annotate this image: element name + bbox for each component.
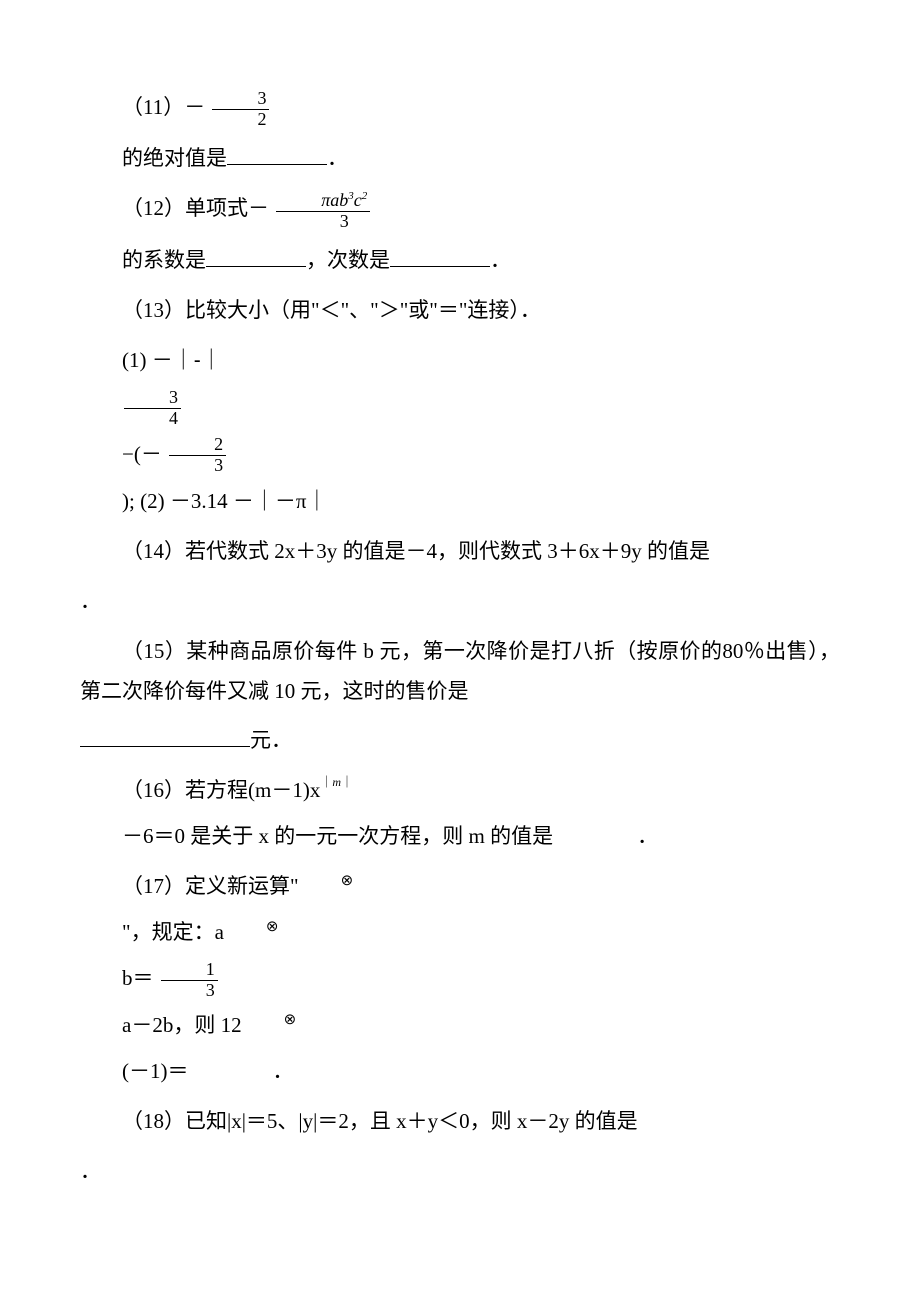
q13-frac1: 3 4 (124, 388, 181, 429)
q12-line1: （12）单项式－ πab3c2 3 (80, 189, 840, 231)
q13-l2: ); (2) －3.14 －｜－π｜ (80, 482, 840, 522)
q13-frac1-den: 4 (124, 409, 181, 429)
q15-text-b: 元． (250, 728, 292, 752)
q15-text-a: （15）某种商品原价每件 b 元，第一次降价是打八折（按原价的80％出售），第二… (80, 639, 840, 703)
q15-line2: 元． (80, 721, 840, 761)
q13-frac1-line: 3 4 (80, 387, 840, 428)
q13-l1a: (1) － (122, 348, 173, 372)
q13-mid: −(－ (122, 442, 162, 466)
q16-text-b: －6＝0 是关于 x 的一元一次方程，则 m 的值是 ． (122, 824, 658, 848)
q17-line1b: "，规定：a⊗ (80, 913, 840, 953)
q15-blank (80, 746, 250, 747)
q18-end: ． (80, 1152, 840, 1192)
q14-line: （14）若代数式 2x＋3y 的值是－4，则代数式 3＋6x＋9y 的值是 (80, 532, 840, 572)
q12-b: b (339, 190, 348, 210)
q12-pi: π (321, 190, 330, 210)
q17-line4-text: (－1)＝ ． (122, 1059, 294, 1083)
q16-m: m (332, 775, 341, 789)
q16-text-a: （16）若方程(m－1)x (122, 778, 320, 802)
q17-line4: (－1)＝ ． (80, 1052, 840, 1092)
q13-l1: (1) －｜-｜ (80, 341, 840, 381)
q11-prefix: （11）－ (122, 95, 205, 119)
q14-text: （14）若代数式 2x＋3y 的值是－4，则代数式 3＋6x＋9y 的值是 (122, 539, 710, 563)
q13-mid-line: −(－ 2 3 (80, 435, 840, 476)
q12-blank1 (206, 266, 306, 267)
q11-frac: 3 2 (212, 89, 269, 130)
q12-prefix: （12）单项式－ (122, 196, 269, 220)
q16-sup: ｜m｜ (320, 775, 353, 789)
q13-head: （13）比较大小（用"＜"、"＞"或"＝"连接）． (80, 291, 840, 331)
q12-mid: ，次数是 (306, 248, 390, 272)
q17-frac: 1 3 (161, 960, 218, 1001)
q12-frac: πab3c2 3 (276, 190, 370, 232)
q11-frac-den: 2 (212, 110, 269, 130)
q13-frac1-num: 3 (124, 388, 181, 409)
q17-line3: a－2b，则 12⊗ (80, 1006, 840, 1046)
q13-l2-text: ); (2) －3.14 －｜－π｜ (122, 489, 327, 513)
q12-frac-den: 3 (276, 212, 370, 232)
q15-line1: （15）某种商品原价每件 b 元，第一次降价是打八折（按原价的80％出售），第二… (80, 632, 840, 712)
q12-blank2 (390, 266, 490, 267)
q12-c: c (354, 190, 362, 210)
q17-frac-den: 3 (161, 981, 218, 1001)
q12-end: ． (490, 248, 511, 272)
q11-blank (227, 164, 327, 165)
q11-end: ． (327, 146, 348, 170)
q16-bar2: ｜ (341, 775, 353, 789)
otimes-icon: ⊗ (299, 867, 354, 896)
q12-tail1: 的系数是 (122, 248, 206, 272)
q12-a: a (330, 190, 339, 210)
q17-line2: b＝ 1 3 (80, 959, 840, 1000)
q13-frac2: 2 3 (169, 435, 226, 476)
q16-line1: （16）若方程(m－1)x｜m｜ (80, 771, 840, 811)
q13-l1b: ｜-｜ (173, 349, 222, 372)
q12-line2: 的系数是 ，次数是 ． (80, 241, 840, 281)
q18-line: （18）已知|x|＝5、|y|＝2，且 x＋y＜0，则 x－2y 的值是 (80, 1102, 840, 1142)
q12-frac-num: πab3c2 (276, 190, 370, 212)
q16-line2: －6＝0 是关于 x 的一元一次方程，则 m 的值是 ． (80, 817, 840, 857)
q18-text: （18）已知|x|＝5、|y|＝2，且 x＋y＜0，则 x－2y 的值是 (122, 1109, 638, 1133)
q17-line1a: （17）定义新运算" (122, 874, 299, 898)
document-content: （11）－ 3 2 的绝对值是． （12）单项式－ πab3c2 3 的系数是，… (80, 88, 840, 1192)
q11-tail: 的绝对值是 (122, 146, 227, 170)
q14-end: ． (80, 582, 840, 622)
q17-line3-text: a－2b，则 12 (122, 1013, 242, 1037)
otimes-icon: ⊗ (242, 1006, 297, 1035)
q11-line2: 的绝对值是 ． (80, 139, 840, 179)
q17-line1: （17）定义新运算"⊗ (80, 867, 840, 907)
otimes-icon: ⊗ (224, 913, 279, 942)
q17-line1b-text: "，规定：a (122, 920, 224, 944)
q13-frac2-den: 3 (169, 456, 226, 476)
q11-line1: （11）－ 3 2 (80, 88, 840, 129)
q11-frac-num: 3 (212, 89, 269, 110)
q17-frac-num: 1 (161, 960, 218, 981)
q17-line2a: b＝ (122, 966, 154, 990)
q12-c-sup: 2 (362, 190, 368, 202)
q16-bar1: ｜ (320, 775, 332, 789)
q13-frac2-num: 2 (169, 435, 226, 456)
